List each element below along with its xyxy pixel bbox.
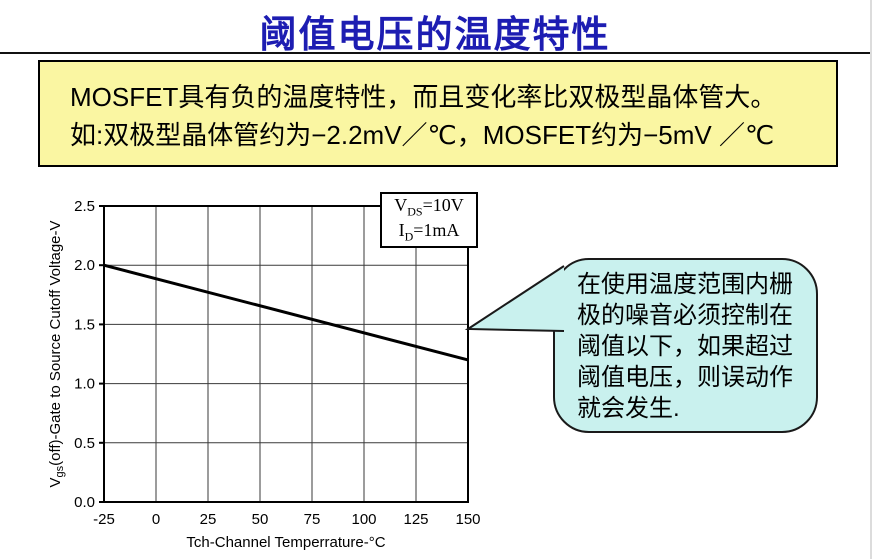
- info-line-2: 如:双极型晶体管约为−2.2mV／℃，MOSFET约为−5mV ／℃: [70, 120, 775, 150]
- svg-text:0: 0: [152, 511, 160, 528]
- legend-entry-0: VDS=10V: [394, 194, 464, 219]
- callout-text: 在使用温度范围内栅极的噪音必须控制在阈值以下，如果超过阈值电压，则误动作就会发生…: [577, 271, 793, 422]
- svg-text:50: 50: [252, 511, 269, 528]
- legend-entry-1: ID=1mA: [398, 220, 460, 245]
- page-title: 阈值电压的温度特性: [259, 14, 611, 55]
- svg-text:150: 150: [455, 511, 480, 528]
- info-box: MOSFET具有负的温度特性，而且变化率比双极型晶体管大。 如:双极型晶体管约为…: [38, 60, 838, 167]
- svg-text:1.0: 1.0: [74, 376, 95, 393]
- title-divider: [0, 52, 870, 54]
- svg-text:2.0: 2.0: [74, 257, 95, 274]
- info-line-1: MOSFET具有负的温度特性，而且变化率比双极型晶体管大。: [70, 82, 777, 112]
- svg-text:100: 100: [351, 511, 376, 528]
- svg-text:0.0: 0.0: [74, 494, 95, 511]
- svg-text:0.5: 0.5: [74, 435, 95, 452]
- svg-text:125: 125: [403, 511, 428, 528]
- svg-text:25: 25: [200, 511, 217, 528]
- chart-legend-box: VDS=10V ID=1mA: [380, 192, 478, 248]
- callout-tail: [464, 265, 565, 332]
- svg-text:-25: -25: [93, 511, 115, 528]
- svg-text:Tch-Channel Temperrature-°C: Tch-Channel Temperrature-°C: [186, 534, 385, 551]
- svg-text:1.5: 1.5: [74, 316, 95, 333]
- svg-text:Vgs(off)-Gate to Source Cutoff: Vgs(off)-Gate to Source Cutoff Voltage-V: [47, 220, 66, 487]
- callout-bubble: 在使用温度范围内栅极的噪音必须控制在阈值以下，如果超过阈值电压，则误动作就会发生…: [553, 258, 818, 433]
- callout-tail-outline: [464, 265, 565, 332]
- svg-text:75: 75: [304, 511, 321, 528]
- svg-text:2.5: 2.5: [74, 198, 95, 215]
